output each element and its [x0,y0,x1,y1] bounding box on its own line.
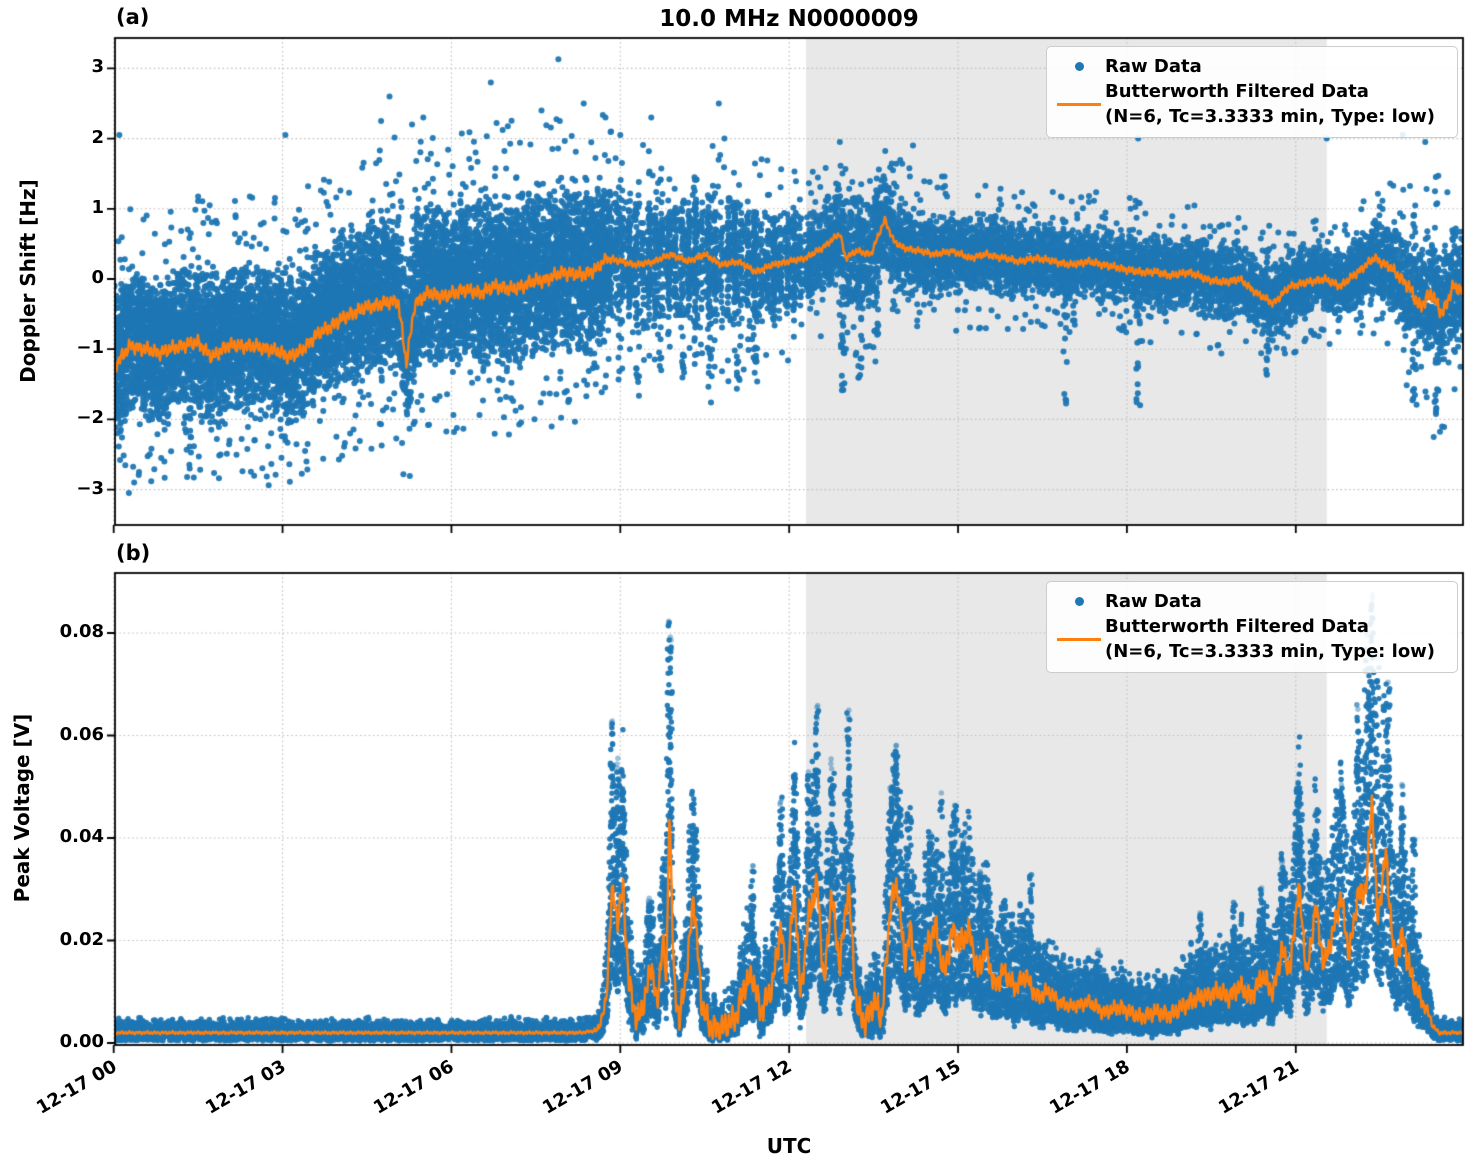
y-axis-label-b: Peak Voltage [V] [10,713,34,903]
legend-filtered-row: Butterworth Filtered Data (N=6, Tc=3.333… [1053,614,1447,664]
line-swatch-icon [1057,102,1101,106]
scatter-dot-icon [1074,62,1084,71]
legend-filtered-line2: (N=6, Tc=3.3333 min, Type: low) [1105,641,1436,662]
y-tick-label: −2 [76,407,104,429]
chart-title: 10.0 MHz N0000009 [659,6,919,32]
legend-panel-a: Raw Data Butterworth Filtered Data (N=6,… [1046,46,1458,138]
y-tick-label: −3 [76,477,104,499]
raw-data-marker-icon [1053,597,1105,606]
legend-panel-b: Raw Data Butterworth Filtered Data (N=6,… [1046,581,1458,673]
legend-filtered-line1: Butterworth Filtered Data [1105,81,1369,102]
y-tick-label: 2 [91,126,104,148]
filtered-line-marker-icon [1053,102,1105,106]
y-tick-label: 0 [91,267,104,288]
y-tick-label: 0.08 [59,621,104,642]
panel-a-label: (a) [116,5,150,29]
legend-raw-label: Raw Data [1105,591,1202,612]
legend-filtered-line2: (N=6, Tc=3.3333 min, Type: low) [1105,106,1436,127]
legend-filtered-label: Butterworth Filtered Data (N=6, Tc=3.333… [1105,79,1435,129]
legend-raw-label: Raw Data [1105,56,1202,77]
x-axis-label: UTC [766,1134,812,1158]
y-tick-label: −1 [76,337,104,359]
y-axis-label-a: Doppler Shift [Hz] [16,179,40,383]
y-tick-label: 0.02 [59,928,104,950]
scatter-dot-icon [1074,597,1084,606]
y-tick-label: 0.00 [59,1031,104,1052]
legend-filtered-row: Butterworth Filtered Data (N=6, Tc=3.333… [1053,79,1447,129]
filtered-line-marker-icon [1053,637,1105,641]
y-tick-label: 0.04 [59,826,104,847]
legend-raw-row: Raw Data [1053,589,1447,614]
legend-filtered-line1: Butterworth Filtered Data [1105,616,1369,637]
raw-data-marker-icon [1053,62,1105,71]
legend-filtered-label: Butterworth Filtered Data (N=6, Tc=3.333… [1105,614,1435,664]
panel-b-label: (b) [116,541,151,565]
y-tick-label: 3 [91,56,104,78]
line-swatch-icon [1057,637,1101,641]
legend-raw-row: Raw Data [1053,54,1447,79]
y-tick-label: 1 [91,196,104,218]
y-tick-label: 0.06 [59,723,104,745]
